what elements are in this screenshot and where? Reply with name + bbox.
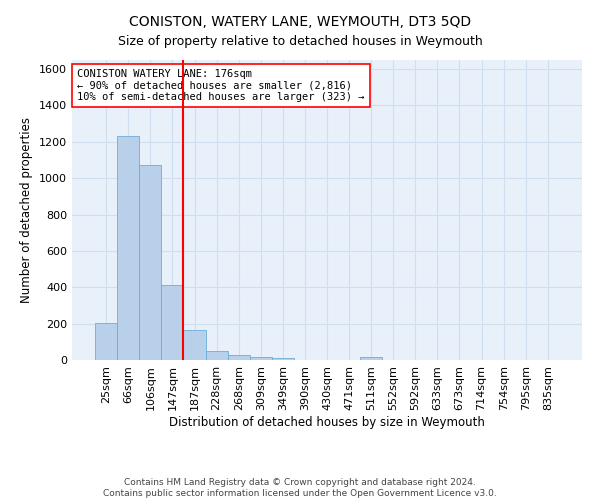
Bar (206, 352, 227, 360)
Bar (184, 330, 206, 360)
Text: Size of property relative to detached houses in Weymouth: Size of property relative to detached ho… (118, 35, 482, 48)
X-axis label: Distribution of detached houses by size in Weymouth: Distribution of detached houses by size … (169, 416, 485, 428)
Bar (360, 358, 382, 360)
Text: CONISTON WATERY LANE: 176sqm
← 90% of detached houses are smaller (2,816)
10% of: CONISTON WATERY LANE: 176sqm ← 90% of de… (77, 69, 365, 102)
Y-axis label: Number of detached properties: Number of detached properties (20, 117, 34, 303)
Bar (161, 286, 184, 360)
Text: Contains HM Land Registry data © Crown copyright and database right 2024.
Contai: Contains HM Land Registry data © Crown c… (103, 478, 497, 498)
Bar (117, 136, 139, 360)
Bar (227, 355, 250, 360)
Bar (95, 322, 117, 360)
Bar (139, 166, 161, 360)
Text: CONISTON, WATERY LANE, WEYMOUTH, DT3 5QD: CONISTON, WATERY LANE, WEYMOUTH, DT3 5QD (129, 15, 471, 29)
Bar (250, 356, 272, 360)
Bar (272, 358, 294, 360)
